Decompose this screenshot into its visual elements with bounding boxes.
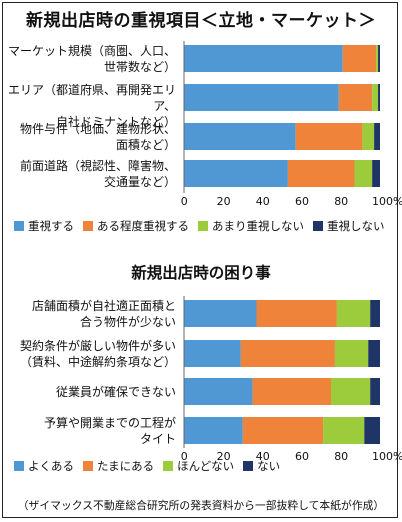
bar-segment	[295, 123, 363, 150]
footnote: （ザイマックス不動産総合研究所の発表資料から一部抜粋して本紙が作成）	[17, 499, 385, 512]
bar-segment	[256, 300, 337, 327]
x-tick-label: 60	[295, 195, 309, 208]
category-label: 契約条件が厳しい物件が多い （賃料、中途解約条項など）	[19, 338, 176, 369]
category-label: 前面道路（視認性、障害物、 交通量など）	[19, 158, 176, 189]
x-tick-label: 20	[216, 195, 231, 208]
legend-item: 重視しない	[313, 218, 385, 234]
bar-segment	[323, 417, 365, 444]
legend-item: ある程度重視する	[83, 218, 189, 234]
x-tick-label: 40	[255, 450, 270, 463]
figure-frame	[2, 2, 398, 518]
legend-swatch	[163, 461, 174, 471]
bar-segment	[364, 417, 380, 444]
bar-segment	[374, 123, 380, 150]
bar-segment	[184, 45, 343, 72]
bar-segment	[338, 84, 373, 111]
legend-item: あまり重視しない	[198, 218, 304, 234]
bar-segment	[370, 300, 380, 327]
category-label: 従業員が確保できない	[55, 384, 176, 399]
bar-segment	[362, 123, 375, 150]
bar-segment	[184, 160, 288, 187]
bar-segment	[378, 45, 380, 72]
legend-label: たまにある	[97, 459, 155, 473]
legend-item: たまにある	[83, 458, 154, 474]
category-label: 予算や開業までの工程が タイト	[43, 415, 176, 446]
category-label: 物件与件（地価、建物形状、 面積など）	[19, 121, 176, 152]
category-label: エリア（都道府県、再開発エリア、 自社ドミナントなど）	[7, 82, 176, 129]
bar-segment	[184, 417, 243, 444]
chart-1-legend: 重視する ある程度重視する あまり重視しない 重視しない	[14, 218, 394, 234]
bar-segment	[240, 340, 335, 367]
legend-swatch	[198, 221, 208, 231]
legend-label: ほんどない	[177, 459, 235, 473]
bar-segment	[252, 378, 331, 405]
bar-segment	[184, 340, 241, 367]
bar-segment	[368, 340, 380, 367]
legend-label: ある程度重視する	[97, 219, 189, 233]
legend-swatch	[83, 461, 93, 471]
bar-segment	[184, 300, 257, 327]
bar-segment	[372, 160, 380, 187]
legend-label: 重視する	[28, 219, 74, 233]
category-label: 店舗面積が自社適正面積と 合う物件が少ない	[31, 298, 176, 329]
legend-swatch	[313, 221, 323, 231]
x-tick-label: 0	[180, 195, 188, 208]
x-tick-label: 100%	[372, 195, 402, 208]
bar-segment	[184, 123, 296, 150]
x-tick-label: 60	[295, 450, 309, 463]
legend-swatch	[14, 461, 24, 471]
chart-2-title: 新規出店時の困り事	[131, 264, 271, 282]
chart-1-title: 新規出店時の重視項目＜立地・マーケット＞	[26, 11, 376, 31]
bar-segment	[334, 340, 369, 367]
legend-item: よくある	[14, 458, 74, 474]
bar-segment	[370, 378, 380, 405]
legend-swatch	[14, 221, 24, 231]
x-tick-label: 80	[334, 450, 349, 463]
legend-label: ない	[257, 459, 281, 473]
bar-segment	[354, 160, 373, 187]
bar-segment	[184, 84, 339, 111]
chart-2-legend: よくある たまにある ほんどない ない	[14, 458, 289, 474]
legend-label: 重視しない	[327, 219, 385, 233]
legend-item: ほんどない	[163, 458, 234, 474]
x-tick-label: 100%	[372, 450, 402, 463]
legend-swatch	[83, 221, 93, 231]
bar-segment	[372, 84, 379, 111]
bar-segment	[184, 378, 253, 405]
x-tick-label: 40	[255, 195, 270, 208]
bar-segment	[331, 378, 371, 405]
bar-segment	[378, 84, 380, 111]
category-label: マーケット規模（商圏、人口、 世帯数など）	[7, 43, 176, 74]
legend-item: 重視する	[14, 218, 74, 234]
legend-label: あまり重視しない	[212, 219, 304, 233]
bar-segment	[342, 45, 377, 72]
legend-swatch	[243, 461, 254, 471]
bar-segment	[287, 160, 355, 187]
bar-segment	[336, 300, 371, 327]
x-tick-label: 0	[180, 450, 188, 463]
x-tick-label: 20	[216, 450, 231, 463]
bar-segment	[376, 45, 379, 72]
legend-label: よくある	[28, 459, 74, 473]
x-tick-label: 80	[334, 195, 349, 208]
bar-segment	[242, 417, 324, 444]
legend-item: ない	[243, 458, 280, 474]
